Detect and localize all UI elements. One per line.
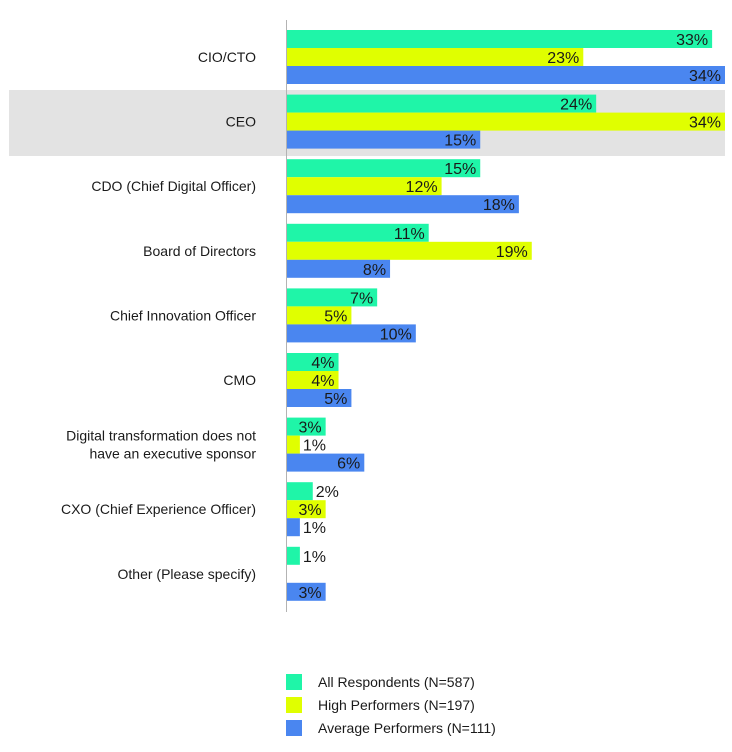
bar-all-respondents [287,30,713,48]
bar-average-performers [287,453,365,472]
category-label: CIO/CTO [198,49,256,65]
legend-swatch-all-respondents [286,673,302,690]
data-label: 19% [496,244,528,261]
legend-item-average-performers: Average Performers (N=111) [286,716,496,739]
category-label: Other (Please specify) [118,566,257,582]
bar-high-performers [287,500,326,519]
data-label: 1% [303,520,326,537]
legend-swatch-high-performers [286,696,302,713]
category-label: CDO (Chief Digital Officer) [91,178,256,194]
category-labels: CIO/CTO CEO CDO (Chief Digital Officer) Boa… [61,49,256,582]
data-label: 15% [444,133,476,150]
bar-group: 33%23%34%24%34%15%15%12%18%11%19%8%7%5%1… [287,30,725,602]
bar-all-respondents [287,159,481,178]
data-label: 18% [483,197,515,214]
legend: All Respondents (N=587) High Performers … [286,670,496,739]
data-label: 4% [311,355,334,372]
data-label: 8% [363,262,386,279]
data-label: 6% [337,456,360,473]
bar-high-performers [287,306,352,325]
data-label: 5% [324,391,347,408]
bar-all-respondents [287,417,326,436]
bar-high-performers [287,435,300,454]
bar-all-respondents [287,482,313,501]
legend-label: Average Performers (N=111) [318,719,496,736]
bar-average-performers [287,324,416,343]
legend-item-high-performers: High Performers (N=197) [286,693,496,716]
bar-high-performers [287,371,339,389]
bar-all-respondents [287,288,378,307]
data-label: 34% [689,115,721,132]
bar-high-performers [287,241,532,260]
bar-all-respondents [287,223,429,242]
bar-average-performers [287,518,300,537]
category-label: Chief Innovation Officer [110,307,256,323]
bar-average-performers [287,195,519,214]
chart: 33%23%34%24%34%15%15%12%18%11%19%8%7%5%1… [9,20,725,612]
bar-average-performers [287,389,352,407]
data-label: 34% [689,68,721,85]
legend-label: All Respondents (N=587) [318,673,475,690]
data-label: 11% [394,226,425,243]
legend-item-all-respondents: All Respondents (N=587) [286,670,496,693]
category-label: have an executive sponsor [89,446,256,462]
category-label: CMO [223,372,256,388]
data-label: 2% [316,484,339,501]
data-label: 10% [380,326,412,343]
legend-label: High Performers (N=197) [318,696,475,713]
bar-average-performers [287,66,725,84]
bar-all-respondents [287,353,339,371]
bar-high-performers [287,177,442,196]
data-label: 3% [299,420,322,437]
category-label: CXO (Chief Experience Officer) [61,501,256,517]
data-label: 3% [299,502,322,519]
data-label: 12% [406,179,438,196]
bar-high-performers [287,112,725,131]
data-label: 24% [560,97,592,114]
bar-average-performers [287,130,481,149]
bar-average-performers [287,259,391,278]
category-label: Board of Directors [143,243,256,259]
category-label: Digital transformation does not [66,428,256,444]
bar-average-performers [287,582,326,601]
category-label: CEO [226,114,256,130]
bar-all-respondents [287,546,300,565]
bar-all-respondents [287,94,597,113]
data-label: 7% [350,290,373,307]
data-label: 23% [547,50,579,67]
bar-high-performers [287,48,584,66]
data-label: 15% [444,161,476,178]
data-label: 33% [676,32,708,49]
data-label: 1% [303,549,326,566]
data-label: 5% [324,308,347,325]
legend-swatch-average-performers [286,719,302,736]
data-label: 1% [303,438,326,455]
data-label: 3% [299,585,322,602]
data-label: 4% [311,373,334,390]
